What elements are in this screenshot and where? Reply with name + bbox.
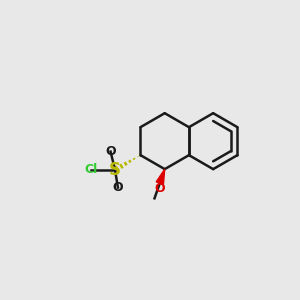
Text: O: O xyxy=(154,182,165,195)
Text: O: O xyxy=(112,181,123,194)
Text: Cl: Cl xyxy=(85,164,98,176)
Text: O: O xyxy=(105,145,116,158)
Polygon shape xyxy=(156,169,165,184)
Text: S: S xyxy=(109,161,121,179)
